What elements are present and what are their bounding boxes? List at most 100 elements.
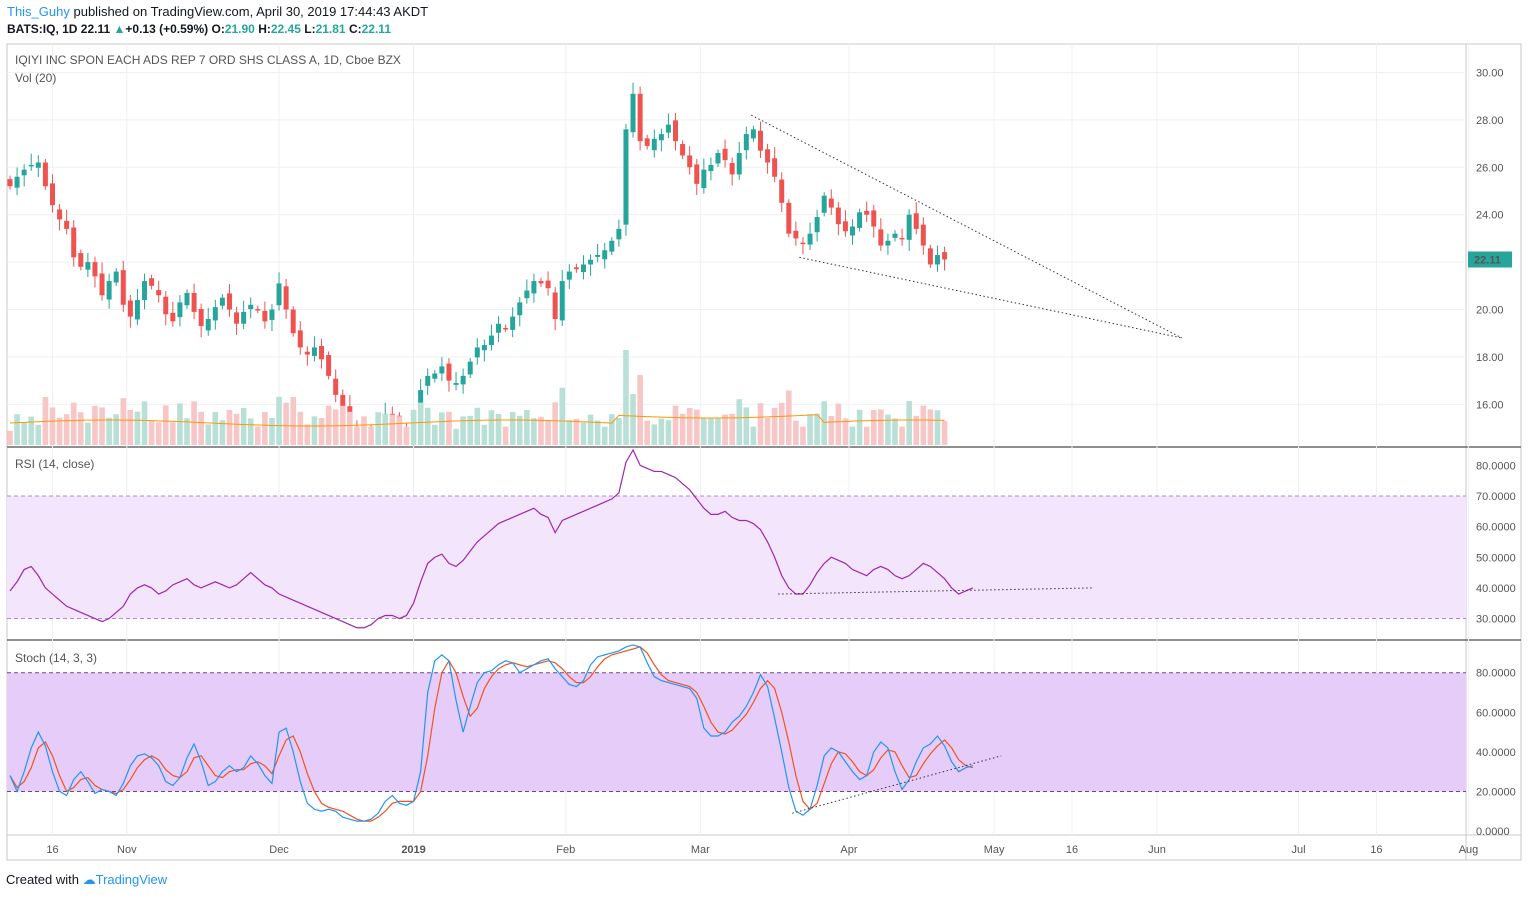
time-tick-label: 2019 [401,844,425,856]
candle-body [637,93,643,142]
candle-body [736,153,742,175]
volume-ma-line [9,414,945,427]
high-value: 22.45 [270,22,301,36]
candle-body [878,229,884,246]
candle-body [524,290,530,299]
tradingview-brand[interactable]: TradingView [95,872,168,887]
volume-bar [347,411,353,445]
price-tick-label: 26.00 [1476,162,1504,174]
footer: Created with ☁TradingView [6,872,167,888]
volume-bar [269,418,275,445]
volume-bar [545,420,551,445]
candle-body [665,124,671,133]
candle-body [106,281,112,300]
volume-bar [495,414,502,445]
candle-body [552,292,558,319]
time-tick-label: 16 [1370,844,1382,856]
volume-bar [927,409,934,445]
volume-bar [332,409,339,445]
price-pane-title: IQIYI INC SPON EACH ADS REP 7 ORD SHS CL… [15,53,401,67]
volume-bar [354,426,360,445]
close-value: 22.11 [361,22,391,36]
candle-body [496,323,502,333]
publish-info: This_Guhy published on TradingView.com, … [7,4,428,19]
candle-body [503,327,509,330]
author-link[interactable]: This_Guhy [7,4,70,19]
price-change: +0.13 (+0.59%) [125,22,209,36]
candle-body [198,309,204,327]
volume-bar [729,413,735,445]
volume-bar [786,390,792,445]
candle-body [474,347,480,358]
volume-bar [559,387,566,445]
candle-body [934,254,940,265]
volume-bar [686,408,693,445]
volume-bar [368,426,374,445]
volume-bar [262,412,268,445]
volume-bar [736,399,743,445]
volume-bar [396,416,403,445]
candle-body [588,259,594,265]
candle-body [326,355,332,376]
candle-body [630,93,636,133]
candle-body [21,169,27,176]
volume-bar [672,405,679,445]
rsi-tick-label: 60.0000 [1476,522,1516,534]
volume-bar [21,422,27,445]
volume-bar [878,409,884,445]
candle-body [439,366,445,374]
candle-body [453,382,459,385]
price-tick-label: 24.00 [1476,210,1504,222]
volume-bar [821,401,827,445]
volume-bar [913,415,920,445]
volume-bar [162,405,169,445]
time-tick-label: Mar [691,844,710,856]
candle-body [64,220,70,229]
candle-body [290,309,296,334]
candle-body [942,252,948,260]
volume-bar [424,407,431,445]
time-tick-label: Jul [1292,844,1306,856]
candle-body [333,378,339,395]
volume-bar [934,410,941,445]
rsi-tick-label: 50.0000 [1476,552,1516,564]
candle-body [99,273,105,296]
volume-bar [531,418,537,445]
volume-bar [92,405,98,445]
low-label: L: [304,22,316,36]
volume-bar [502,426,509,445]
stoch-band [7,672,1466,792]
symbol-info: BATS:IQ, 1D 22.11 ▲+0.13 (+0.59%) O:21.9… [7,22,391,36]
volume-bar [885,414,891,445]
volume-bar [679,413,686,445]
candle-body [340,394,346,410]
last-price-tag [1468,251,1512,268]
rsi-tick-label: 70.0000 [1476,491,1516,503]
candle-body [276,283,282,306]
volume-bar [212,412,219,445]
volume-bar [410,409,417,445]
candle-body [269,309,275,320]
stoch-tick-label: 0.0000 [1476,826,1510,838]
candle-body [163,296,169,315]
candle-body [722,148,728,161]
volume-bar [516,415,523,445]
volume-bar [573,418,580,445]
candle-body [255,309,261,311]
volume-bar [184,418,190,445]
volume-bar [552,402,558,445]
volume-bar [722,414,728,445]
candle-body [226,293,232,310]
candle-body [120,270,126,305]
volume-bar [283,402,289,445]
candle-body [488,335,494,346]
volume-bar [7,431,13,445]
volume-bar [191,401,197,445]
candle-body [566,271,572,280]
candle-body [517,302,523,316]
candle-body [446,363,452,381]
volume-bar [814,413,820,445]
volume-bar [177,403,183,445]
candle-body [715,153,721,164]
